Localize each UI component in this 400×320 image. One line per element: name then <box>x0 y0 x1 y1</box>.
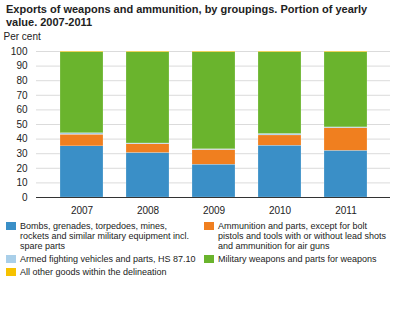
html-text:Armed fighting vehicles and pa: Armed fighting vehicles and parts, HS 87… <box>20 254 196 264</box>
svg-text:100: 100 <box>11 46 28 57</box>
svg-text:2011: 2011 <box>335 205 357 216</box>
svg-text:60: 60 <box>16 104 28 115</box>
html-text:Exports of weapons and ammunit: Exports of weapons and ammunition, by gr… <box>6 3 368 28</box>
svg-text:30: 30 <box>16 148 28 159</box>
html-text:Military weapons and parts for: Military weapons and parts for weapons <box>218 254 377 264</box>
html-text:Ammunition and parts, except f: Ammunition and parts, except for bolt pi… <box>218 221 387 251</box>
svg-text:0: 0 <box>22 192 28 203</box>
svg-text:40: 40 <box>16 133 28 144</box>
svg-text:10: 10 <box>16 177 28 188</box>
svg-text:2009: 2009 <box>203 205 226 216</box>
svg-text:20: 20 <box>16 163 28 174</box>
svg-text:2008: 2008 <box>137 205 160 216</box>
svg-text:Per cent: Per cent <box>4 31 41 42</box>
svg-text:50: 50 <box>16 119 28 130</box>
svg-text:2010: 2010 <box>269 205 292 216</box>
svg-text:90: 90 <box>16 60 28 71</box>
svg-text:80: 80 <box>16 75 28 86</box>
html-text:All other goods within the del: All other goods within the delineation <box>20 267 167 277</box>
svg-text:70: 70 <box>16 90 28 101</box>
html-text:Bombs, grenades, torpedoes, mi: Bombs, grenades, torpedoes, mines, rocke… <box>20 221 190 251</box>
svg-text:2007: 2007 <box>71 205 94 216</box>
